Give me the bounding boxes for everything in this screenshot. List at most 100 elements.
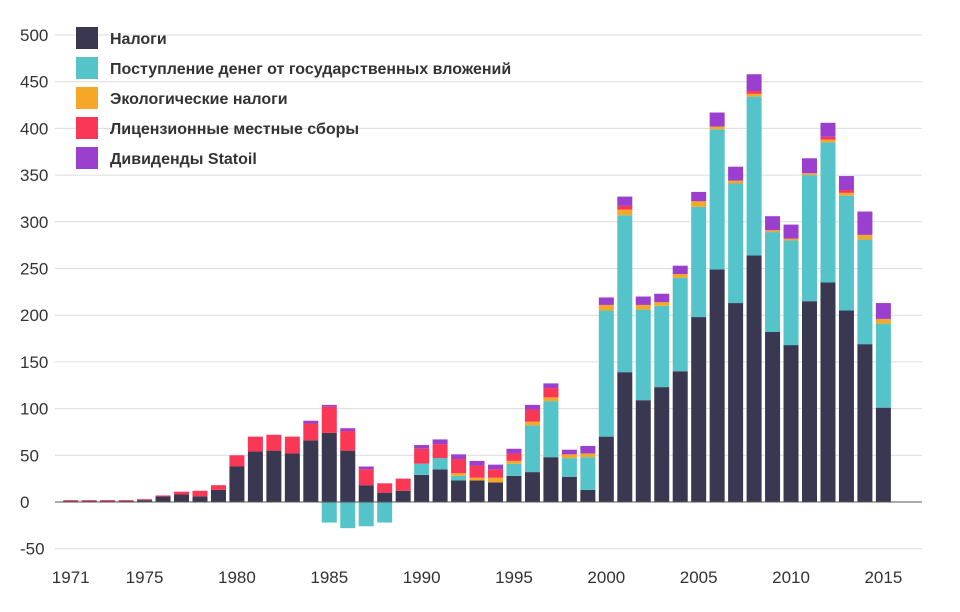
bar-segment bbox=[340, 450, 356, 502]
bar-segment bbox=[469, 465, 485, 478]
bar-segment bbox=[543, 388, 559, 398]
bar-segment bbox=[765, 232, 781, 333]
bar-segment bbox=[524, 409, 540, 422]
bar-segment bbox=[524, 472, 540, 502]
x-tick-label: 1980 bbox=[218, 568, 256, 587]
bar-segment bbox=[691, 191, 707, 202]
bar-segment bbox=[210, 485, 226, 490]
bar-segment bbox=[875, 318, 891, 324]
bar-segment bbox=[802, 173, 817, 176]
y-axis-ticks: -50 0 50 100 150 200 250 300 350 400 450 500 bbox=[20, 26, 48, 559]
bar-segment bbox=[543, 457, 559, 502]
x-tick-label: 1995 bbox=[495, 568, 533, 587]
legend: Налоги Поступление денег от государственн… bbox=[76, 27, 511, 169]
bar-segment bbox=[192, 496, 208, 502]
bar-segment bbox=[469, 477, 485, 481]
bar-segment bbox=[783, 224, 799, 239]
bar-segment bbox=[635, 296, 651, 305]
y-tick-label: 400 bbox=[20, 119, 48, 138]
bar-segment bbox=[838, 195, 854, 311]
bar-segment bbox=[524, 421, 540, 426]
bar-segment bbox=[229, 466, 245, 502]
bar-segment bbox=[506, 448, 522, 454]
bar-segment bbox=[377, 483, 393, 493]
bar-segment bbox=[875, 407, 891, 502]
bar-segment bbox=[321, 432, 337, 502]
x-tick-label: 1985 bbox=[310, 568, 348, 587]
bar-segment bbox=[451, 454, 467, 460]
bar-segment bbox=[488, 464, 504, 470]
bar-segment bbox=[451, 480, 467, 502]
y-tick-label: 150 bbox=[20, 353, 48, 372]
bar-segment bbox=[765, 332, 781, 502]
bar-segment bbox=[303, 423, 319, 441]
bar-segment bbox=[561, 476, 577, 502]
bar-segment bbox=[598, 310, 614, 437]
bar-segment bbox=[672, 277, 688, 372]
grid-layer bbox=[55, 34, 922, 550]
bar-segment bbox=[838, 192, 854, 196]
legend-swatch bbox=[76, 57, 98, 79]
bar-segment bbox=[691, 201, 707, 207]
x-tick-label: 2000 bbox=[587, 568, 625, 587]
x-tick-label: 2010 bbox=[772, 568, 810, 587]
bar-segment bbox=[728, 303, 744, 502]
bar-segment bbox=[820, 136, 836, 140]
bar-segment bbox=[783, 238, 799, 241]
bar-segment bbox=[820, 142, 836, 283]
bar-segment bbox=[580, 453, 596, 458]
bar-segment bbox=[617, 196, 633, 206]
bar-segment bbox=[765, 216, 781, 231]
bar-segment bbox=[192, 490, 208, 497]
bar-segment bbox=[617, 205, 633, 210]
bar-segment bbox=[451, 473, 467, 476]
bar-segment bbox=[266, 450, 282, 502]
bar-segment bbox=[543, 401, 559, 458]
x-tick-label: 1971 bbox=[52, 568, 90, 587]
bar-segment bbox=[654, 302, 670, 306]
bar-segment bbox=[802, 175, 817, 302]
bar-segment bbox=[691, 317, 707, 502]
bar-segment bbox=[358, 485, 374, 502]
bar-segment bbox=[432, 439, 448, 445]
bar-segment bbox=[580, 445, 596, 454]
bar-segment bbox=[838, 310, 854, 502]
bar-segment bbox=[137, 499, 153, 501]
bar-segment bbox=[266, 434, 282, 451]
bar-segment bbox=[432, 469, 448, 502]
bar-segment bbox=[746, 255, 762, 502]
bar-segment bbox=[247, 436, 263, 452]
y-tick-label: 350 bbox=[20, 166, 48, 185]
bar-segment bbox=[802, 158, 817, 174]
bar-segment bbox=[617, 215, 633, 373]
bar-segment bbox=[875, 323, 891, 408]
x-tick-label: 2015 bbox=[864, 568, 902, 587]
bar-segment bbox=[303, 440, 319, 502]
bar-segment bbox=[838, 190, 854, 193]
bar-segment bbox=[303, 420, 319, 424]
legend-label: Дивиденды Statoil bbox=[110, 151, 257, 168]
bar-segment bbox=[340, 502, 356, 529]
y-tick-label: 50 bbox=[20, 446, 39, 465]
legend-swatch bbox=[76, 27, 98, 49]
bar-segment bbox=[820, 122, 836, 137]
bar-segment bbox=[820, 139, 836, 143]
bar-segment bbox=[229, 455, 245, 467]
bar-segment bbox=[580, 489, 596, 502]
bar-segment bbox=[672, 265, 688, 275]
bar-segment bbox=[488, 482, 504, 502]
legend-swatch bbox=[76, 117, 98, 139]
bar-segment bbox=[137, 500, 153, 502]
bar-segment bbox=[340, 431, 356, 451]
y-tick-label: 300 bbox=[20, 213, 48, 232]
bar-segment bbox=[63, 500, 79, 502]
bar-segment bbox=[672, 274, 688, 278]
bar-segment bbox=[377, 492, 393, 502]
bar-segment bbox=[506, 475, 522, 502]
x-axis-ticks: 1971 1975 1980 1985 1990 1995 2000 2005 2010 2015 bbox=[52, 568, 903, 587]
bar-segment bbox=[414, 474, 430, 502]
bar-segment bbox=[395, 490, 411, 502]
bar-segment bbox=[561, 449, 577, 455]
y-tick-label: 500 bbox=[20, 26, 48, 45]
bar-segment bbox=[598, 436, 614, 502]
